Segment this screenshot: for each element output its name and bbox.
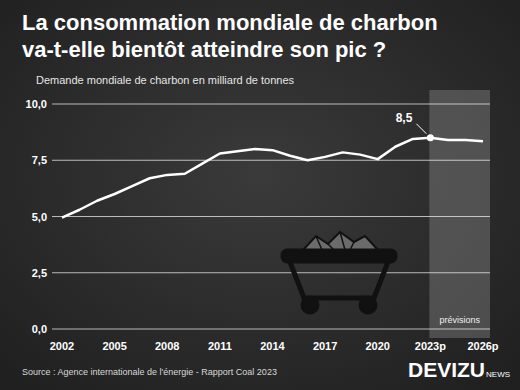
x-tick-label: 2020 xyxy=(366,340,390,352)
x-tick-label: 2011 xyxy=(208,340,232,352)
annotation-point xyxy=(427,134,434,141)
x-tick-label: 2023p xyxy=(415,340,446,352)
chart: La consommation mondiale de charbonva-t-… xyxy=(0,0,520,390)
line xyxy=(62,138,483,218)
grid-line xyxy=(52,160,490,161)
title: La consommation mondiale de charbonva-t-… xyxy=(22,10,438,62)
y-tick-label: 0,0 xyxy=(32,323,47,335)
x-tick-label: 2017 xyxy=(313,340,337,352)
forecast-region xyxy=(429,90,490,338)
logo: DEVIZU xyxy=(408,358,485,381)
background xyxy=(0,0,520,390)
y-tick-label: 10,0 xyxy=(26,98,47,110)
forecast-label: prévisions xyxy=(439,315,480,325)
grid-line xyxy=(52,272,490,273)
source: Source : Agence internationale de l'éner… xyxy=(22,367,277,377)
grid-line xyxy=(52,329,490,330)
y-tick-label: 7,5 xyxy=(32,154,47,166)
cart-rim xyxy=(282,250,396,262)
grid-line xyxy=(52,216,490,217)
x-tick-label: 2002 xyxy=(50,340,74,352)
wheel xyxy=(360,297,376,313)
x-tick-label: 2014 xyxy=(260,340,285,352)
annotation-arrow xyxy=(416,124,426,134)
wheel xyxy=(302,297,318,313)
cart-body xyxy=(290,262,388,298)
x-tick-label: 2008 xyxy=(155,340,179,352)
subtitle: Demande mondiale de charbon en milliard … xyxy=(36,74,295,86)
annotation-label: 8,5 xyxy=(396,111,413,125)
coal xyxy=(303,232,378,250)
coal-lines xyxy=(316,232,354,250)
y-tick-label: 5,0 xyxy=(32,211,47,223)
logo-suffix: NEWS xyxy=(486,370,510,379)
grid-line xyxy=(52,104,490,105)
x-tick-label: 2026p xyxy=(467,340,498,352)
x-tick-label: 2005 xyxy=(102,340,126,352)
series xyxy=(62,134,483,217)
y-tick-label: 2,5 xyxy=(32,267,47,279)
cart-icon xyxy=(282,232,396,313)
